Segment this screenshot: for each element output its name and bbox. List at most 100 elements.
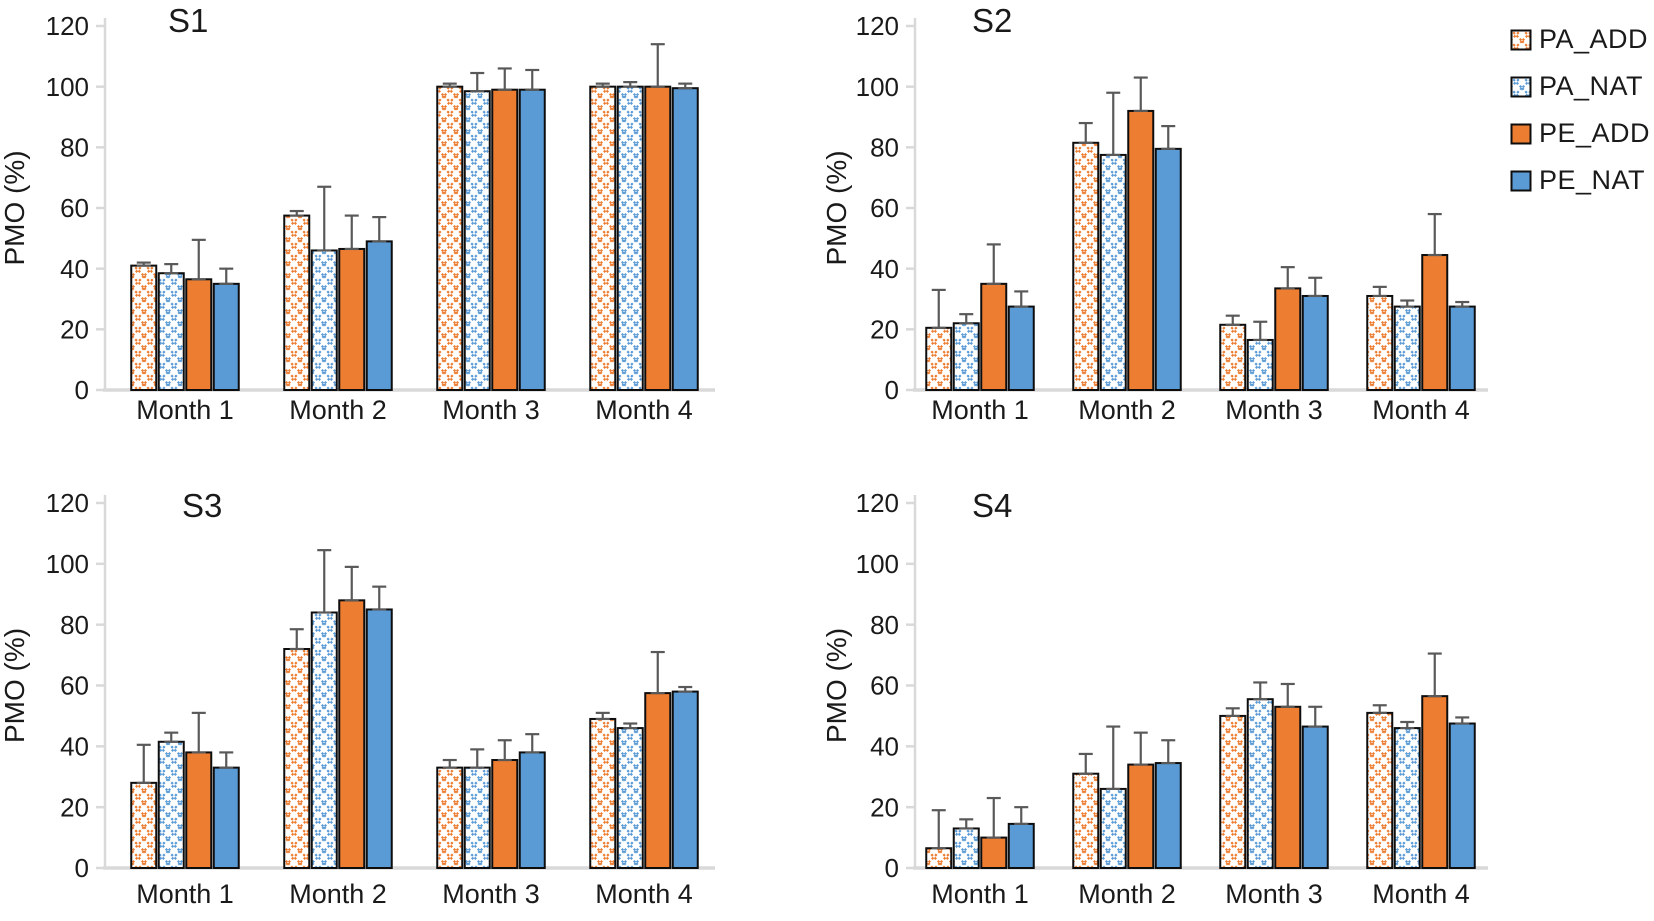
x-category-labels: Month 1 Month 2 Month 3 Month 4 bbox=[136, 879, 693, 909]
legend-label: PA_NAT bbox=[1539, 71, 1644, 101]
bar-s1-pe_add-m2 bbox=[338, 247, 366, 391]
bar-s2-pa_add-m2 bbox=[1072, 141, 1100, 391]
y-tick-label: 120 bbox=[856, 11, 899, 41]
bar-s4-pe_add-m3 bbox=[1274, 705, 1302, 869]
x-category-labels: Month 1 Month 2 Month 3 Month 4 bbox=[136, 395, 693, 425]
y-tick-label: 120 bbox=[46, 488, 89, 518]
bar-s3-pe_add-m4 bbox=[644, 692, 672, 869]
bar-s1-pa_add-m4 bbox=[589, 85, 617, 392]
bar-s3-pa_nat-m3 bbox=[463, 766, 491, 869]
bars bbox=[925, 695, 1476, 870]
y-tick-label: 20 bbox=[60, 314, 89, 344]
bars bbox=[925, 109, 1476, 392]
y-axis-label: PMO (%) bbox=[0, 628, 30, 743]
y-tick-label: 40 bbox=[870, 731, 899, 761]
chart-title: S3 bbox=[182, 487, 222, 524]
legend-swatch-hatch-blue-icon bbox=[1510, 76, 1532, 98]
x-tick-label: Month 4 bbox=[1372, 879, 1470, 909]
legend-item-pe-nat: PE_NAT bbox=[1510, 165, 1650, 196]
bar-s1-pa_add-m2 bbox=[283, 214, 311, 391]
error-bars bbox=[136, 549, 693, 784]
bar-s1-pe_nat-m2 bbox=[365, 240, 393, 391]
bar-s2-pe_nat-m3 bbox=[1301, 294, 1329, 392]
x-tick-label: Month 2 bbox=[289, 395, 387, 425]
legend-swatch-rect bbox=[1510, 76, 1532, 97]
legend: PA_ADD PA_NAT PE_ADD PE_NAT bbox=[1510, 24, 1650, 212]
x-tick-label: Month 4 bbox=[595, 879, 693, 909]
bar-s3-pa_add-m1 bbox=[130, 781, 158, 870]
bar-s2-pe_add-m3 bbox=[1274, 287, 1302, 391]
legend-swatch-solid-orange-icon bbox=[1510, 123, 1532, 145]
y-tick-label: 100 bbox=[46, 72, 89, 102]
bar-s4-pe_add-m4 bbox=[1421, 695, 1449, 869]
bar-s1-pa_add-m1 bbox=[130, 264, 158, 391]
x-tick-label: Month 2 bbox=[1078, 395, 1176, 425]
y-tick-label: 40 bbox=[60, 731, 89, 761]
error-bars bbox=[931, 76, 1470, 342]
y-tick-label: 80 bbox=[870, 610, 899, 640]
y-axis-label: PMO (%) bbox=[0, 150, 30, 265]
error-bars bbox=[931, 652, 1470, 850]
x-tick-label: Month 2 bbox=[289, 879, 387, 909]
x-tick-label: Month 1 bbox=[136, 395, 234, 425]
bar-s3-pa_add-m3 bbox=[436, 766, 464, 869]
y-tick-label: 100 bbox=[856, 72, 899, 102]
bar-s4-pa_nat-m3 bbox=[1246, 698, 1274, 869]
bar-s4-pe_nat-m4 bbox=[1448, 722, 1476, 870]
y-ticks: 0 20 40 60 80 100 120 bbox=[856, 11, 915, 405]
legend-swatch-solid-blue-icon bbox=[1510, 170, 1532, 192]
bar-s1-pe_add-m1 bbox=[185, 278, 213, 391]
bar-s4-pe_add-m2 bbox=[1127, 763, 1155, 870]
x-category-labels: Month 1 Month 2 Month 3 Month 4 bbox=[931, 395, 1470, 425]
y-tick-label: 0 bbox=[885, 853, 899, 883]
y-tick-label: 60 bbox=[870, 671, 899, 701]
bar-s1-pa_add-m3 bbox=[436, 85, 464, 392]
bar-s3-pe_add-m2 bbox=[338, 599, 366, 869]
y-tick-label: 120 bbox=[856, 488, 899, 518]
y-ticks: 0 20 40 60 80 100 120 bbox=[856, 488, 915, 883]
bar-s2-pe_add-m1 bbox=[980, 282, 1008, 392]
x-tick-label: Month 3 bbox=[442, 879, 540, 909]
legend-swatch-rect bbox=[1510, 29, 1532, 50]
y-tick-label: 80 bbox=[60, 132, 89, 162]
bar-s2-pe_add-m2 bbox=[1127, 109, 1155, 392]
bar-s1-pe_add-m4 bbox=[644, 85, 672, 392]
legend-swatch-svg bbox=[1510, 29, 1532, 50]
y-tick-label: 0 bbox=[75, 853, 89, 883]
legend-label: PE_ADD bbox=[1539, 118, 1651, 148]
y-tick-label: 120 bbox=[46, 11, 89, 41]
x-tick-label: Month 3 bbox=[1225, 879, 1323, 909]
y-tick-label: 0 bbox=[885, 375, 899, 405]
x-tick-label: Month 4 bbox=[595, 395, 693, 425]
bar-s4-pe_add-m1 bbox=[980, 836, 1008, 870]
bar-s2-pa_add-m4 bbox=[1366, 294, 1394, 392]
bar-s2-pe_nat-m4 bbox=[1448, 305, 1476, 392]
bar-s4-pa_add-m2 bbox=[1072, 772, 1100, 870]
y-tick-label: 0 bbox=[75, 375, 89, 405]
y-tick-label: 60 bbox=[870, 193, 899, 223]
chart-title: S2 bbox=[972, 2, 1012, 39]
y-ticks: 0 20 40 60 80 100 120 bbox=[46, 11, 105, 405]
bar-s1-pa_nat-m3 bbox=[463, 90, 491, 391]
legend-swatch-svg bbox=[1510, 123, 1532, 144]
bars bbox=[130, 599, 699, 870]
bar-s2-pe_add-m4 bbox=[1421, 254, 1449, 391]
chart-s2: 0 20 40 60 80 100 120 S2 PMO (%) Month 1 Month 2 Mo… bbox=[820, 0, 1535, 450]
bar-s3-pe_nat-m2 bbox=[365, 608, 393, 869]
y-tick-label: 60 bbox=[60, 193, 89, 223]
x-category-labels: Month 1 Month 2 Month 3 Month 4 bbox=[931, 879, 1470, 909]
y-tick-label: 40 bbox=[60, 254, 89, 284]
bar-s1-pe_nat-m1 bbox=[212, 282, 240, 392]
bar-s2-pa_nat-m3 bbox=[1246, 338, 1274, 392]
legend-item-pa-nat: PA_NAT bbox=[1510, 71, 1650, 102]
bar-s4-pe_nat-m3 bbox=[1301, 725, 1329, 869]
chart-title: S1 bbox=[168, 2, 208, 39]
bar-s3-pa_add-m4 bbox=[589, 717, 617, 870]
y-tick-label: 60 bbox=[60, 671, 89, 701]
y-tick-label: 20 bbox=[870, 792, 899, 822]
bar-s1-pa_nat-m2 bbox=[310, 249, 338, 391]
bar-s2-pa_nat-m2 bbox=[1099, 153, 1127, 391]
y-tick-label: 100 bbox=[46, 549, 89, 579]
